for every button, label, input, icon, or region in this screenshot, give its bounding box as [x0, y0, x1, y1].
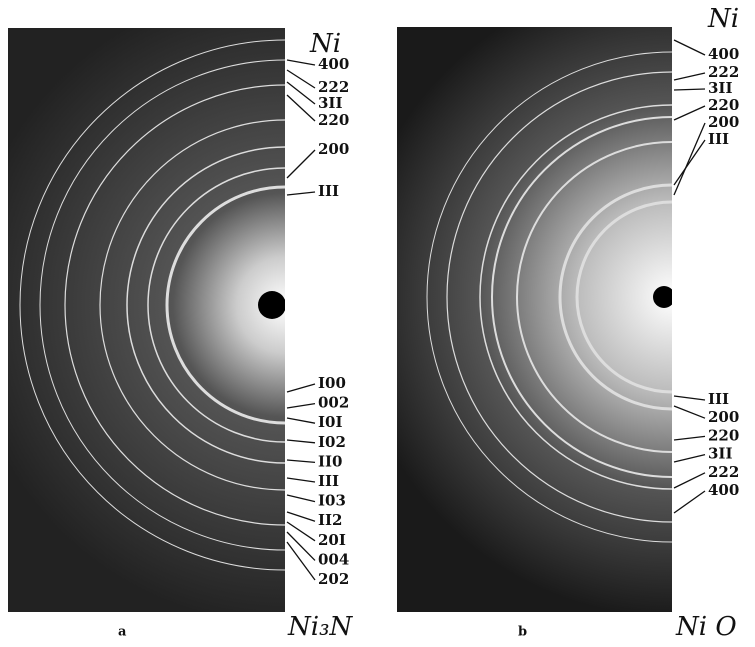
caption: a: [118, 625, 127, 640]
ring-label: 222: [318, 78, 349, 96]
rings-a: [19, 39, 285, 571]
leader-line: [286, 531, 316, 561]
ring-label: I0I: [318, 413, 342, 431]
leader-line: [673, 88, 706, 91]
ring-label: 400: [708, 45, 739, 63]
leader-line: [286, 459, 316, 464]
leader-line: [286, 541, 316, 581]
leader-line: [286, 417, 316, 424]
leader-line: [286, 494, 316, 503]
ring-label: 3II: [708, 445, 732, 463]
leader-line: [286, 94, 316, 122]
leader-line: [673, 72, 706, 81]
leader-line: [673, 139, 706, 186]
leader-line: [673, 435, 706, 441]
ring-label: 002: [318, 394, 349, 412]
ring-label: 220: [708, 426, 739, 444]
ring-label: 200: [318, 140, 349, 158]
ring-label: II0: [318, 452, 342, 470]
diffraction-pattern-a: [8, 28, 285, 612]
leader-line: [673, 405, 706, 419]
ring-label: 202: [318, 570, 349, 588]
ring-label: I03: [318, 492, 346, 510]
leader-line: [673, 122, 706, 196]
ring-label: 20I: [318, 531, 346, 549]
ring-label: III: [318, 182, 339, 200]
ring-label: 004: [318, 550, 349, 568]
leader-line: [673, 472, 706, 489]
leader-line: [673, 39, 706, 56]
rings-b: [426, 51, 672, 543]
leader-line: [286, 149, 316, 179]
ring-label: 222: [708, 63, 739, 81]
ring-label: 222: [708, 463, 739, 481]
leader-line: [286, 69, 316, 89]
leader-line: [286, 439, 316, 444]
ring-label: III: [708, 130, 729, 148]
leader-line: [286, 59, 316, 66]
compound: Ni₃N: [287, 612, 353, 642]
leader-line: [673, 453, 706, 463]
leader-line: [286, 402, 316, 409]
leader-line: [286, 521, 316, 542]
leader-line: [286, 477, 316, 483]
ring-label: 200: [708, 113, 739, 131]
ring-label: I02: [318, 433, 346, 451]
compound: Ni O: [675, 612, 737, 642]
phase-label: Ni: [309, 29, 341, 59]
caption: b: [518, 625, 527, 640]
ring-label: III: [708, 390, 729, 408]
ring-label: III: [318, 472, 339, 490]
leader-line: [673, 105, 706, 121]
ring-label: 3II: [708, 79, 732, 97]
ring-label: 220: [708, 96, 739, 114]
leader-line: [673, 395, 706, 401]
ring-label: I00: [318, 374, 346, 392]
leader-line: [286, 81, 316, 105]
diffraction-pattern-b: [397, 27, 672, 612]
ring-label: 400: [318, 55, 349, 73]
phase-label: Ni: [707, 4, 739, 34]
ring-label: 400: [708, 481, 739, 499]
leader-line: [286, 191, 316, 196]
ring-label: II2: [318, 511, 342, 529]
ring-label: 220: [318, 111, 349, 129]
leader-line: [286, 383, 316, 393]
ring-label: 200: [708, 408, 739, 426]
ring-label: 3II: [318, 94, 342, 112]
leader-line: [673, 490, 706, 514]
leader-line: [286, 511, 316, 522]
